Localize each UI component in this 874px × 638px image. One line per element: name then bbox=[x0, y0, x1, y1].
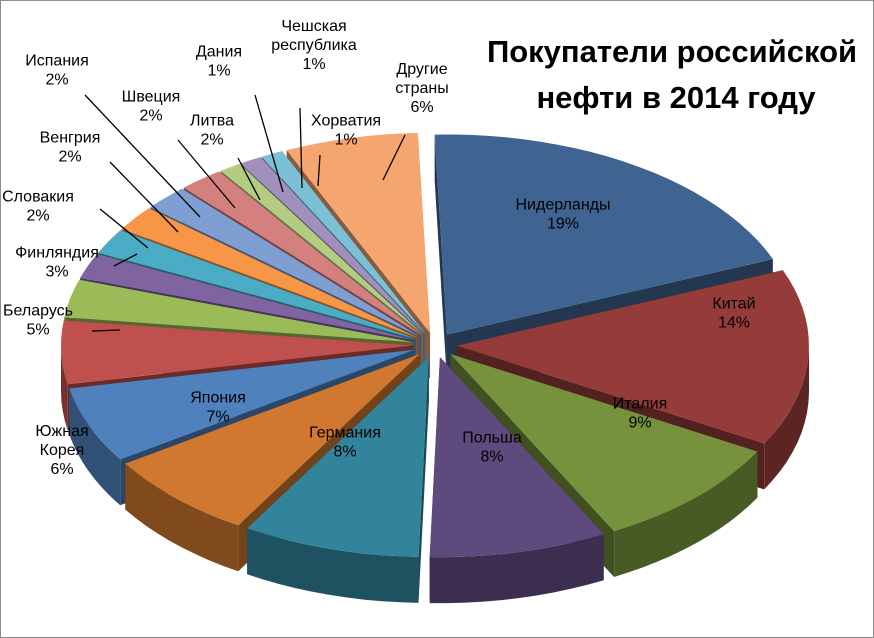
data-label-name: Китай bbox=[712, 296, 755, 313]
slice-top-face bbox=[69, 349, 415, 460]
data-label-name: Финляндия bbox=[15, 245, 99, 262]
data-label-percent: 6% bbox=[50, 461, 73, 478]
slice-top-face bbox=[247, 356, 429, 557]
data-label-percent: 3% bbox=[45, 264, 68, 281]
data-label-percent: 7% bbox=[206, 409, 229, 426]
data-label-percent: 1% bbox=[334, 132, 357, 149]
slice-top-face bbox=[125, 354, 420, 526]
data-label-percent: 2% bbox=[200, 132, 223, 149]
slice-top-face bbox=[456, 270, 809, 444]
data-label-percent: 2% bbox=[139, 108, 162, 125]
slice-top-face bbox=[261, 151, 426, 334]
data-label-name: Словакия bbox=[2, 189, 74, 206]
data-label-name: Германия bbox=[309, 425, 381, 442]
slice-outer-wall bbox=[429, 534, 604, 604]
leader-line bbox=[317, 154, 321, 187]
leader-line bbox=[177, 139, 236, 209]
data-label-name: Литва bbox=[190, 113, 234, 130]
leader-line bbox=[237, 157, 261, 201]
data-label-name: Южная bbox=[35, 423, 88, 440]
data-label-name: Испания bbox=[25, 53, 89, 70]
data-label-name: Хорватия bbox=[311, 113, 381, 130]
data-label-name: Италия bbox=[613, 396, 667, 413]
data-label-percent: 8% bbox=[333, 444, 356, 461]
leader-line bbox=[382, 134, 406, 181]
slice-top-face bbox=[80, 254, 415, 341]
data-label-name: Нидерланды bbox=[516, 197, 611, 214]
data-label-percent: 2% bbox=[26, 208, 49, 225]
data-label-percent: 8% bbox=[480, 449, 503, 466]
slice-top-face bbox=[150, 188, 420, 337]
data-label-name: Япония bbox=[190, 390, 246, 407]
slice-top-face bbox=[286, 132, 431, 333]
chart-title-line-1: Покупатели российской bbox=[487, 34, 857, 69]
pie-slice bbox=[429, 357, 604, 604]
slice-outer-wall bbox=[614, 451, 758, 577]
slice-top-face bbox=[98, 230, 416, 339]
slice-side-wall bbox=[418, 356, 429, 603]
leader-line bbox=[299, 107, 303, 189]
data-label-percent: 2% bbox=[45, 72, 68, 89]
data-label-percent: 1% bbox=[207, 63, 230, 80]
data-label-name: Другие bbox=[396, 61, 447, 78]
data-label-percent: 9% bbox=[628, 415, 651, 432]
slice-top-face bbox=[429, 357, 604, 558]
leader-line bbox=[113, 253, 138, 267]
leader-line bbox=[84, 94, 201, 218]
slice-top-face bbox=[240, 157, 425, 335]
slice-outer-wall bbox=[764, 345, 809, 490]
data-label-percent: 6% bbox=[410, 99, 433, 116]
leader-lines-layer bbox=[84, 94, 406, 332]
data-label-percent: 5% bbox=[26, 322, 49, 339]
slice-top-face bbox=[434, 134, 773, 335]
slices-layer bbox=[61, 132, 809, 604]
data-label-percent: 1% bbox=[302, 56, 325, 73]
leader-line bbox=[91, 329, 121, 332]
leader-line bbox=[254, 94, 284, 193]
slice-top-face bbox=[220, 163, 423, 335]
chart-title-line-2: нефти в 2014 году bbox=[536, 80, 816, 115]
slice-outer-wall bbox=[125, 463, 239, 572]
data-label-name: Беларусь bbox=[3, 303, 73, 320]
slice-top-face bbox=[121, 208, 418, 338]
data-labels-layer: Нидерланды 19% Китай 14% Италия 9% Польша 8% Гер… bbox=[2, 18, 756, 478]
slice-top-face bbox=[64, 279, 414, 343]
data-label-name: Корея bbox=[40, 442, 85, 459]
data-label-percent: 14% bbox=[718, 315, 750, 332]
slice-outer-wall bbox=[247, 528, 419, 603]
slice-outer-wall bbox=[61, 345, 68, 431]
slice-top-face bbox=[450, 353, 758, 531]
slice-top-face bbox=[61, 320, 414, 385]
leader-line bbox=[109, 161, 179, 233]
data-label-percent: 19% bbox=[547, 216, 579, 233]
data-label-name: Швеция bbox=[122, 89, 181, 106]
pie-slice bbox=[247, 356, 429, 603]
data-label-name: Дания bbox=[196, 44, 242, 61]
slice-outer-wall bbox=[69, 388, 121, 506]
slice-top-face bbox=[183, 171, 422, 336]
data-label-name: республика bbox=[271, 37, 357, 54]
data-label-name: Чешская bbox=[281, 18, 346, 35]
slice-side-wall bbox=[434, 134, 447, 381]
data-label-name: Польша bbox=[462, 430, 522, 447]
data-label-name: страны bbox=[395, 80, 448, 97]
data-label-percent: 2% bbox=[58, 149, 81, 166]
leader-line bbox=[99, 208, 149, 249]
data-label-name: Венгрия bbox=[40, 130, 101, 147]
